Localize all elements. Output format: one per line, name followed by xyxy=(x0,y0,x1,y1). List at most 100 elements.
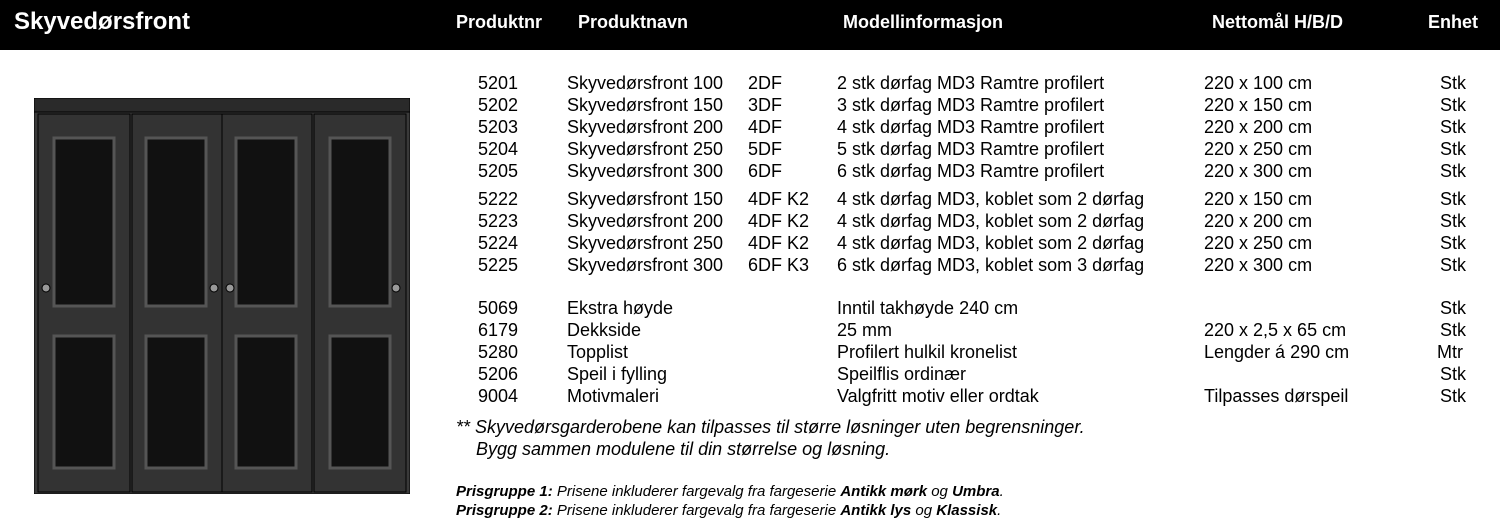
price-group-end: . xyxy=(999,483,1004,500)
product-number: 5205 xyxy=(478,161,519,181)
product-model: 4 stk dørfag MD3, koblet som 2 dørfag xyxy=(837,233,1145,253)
product-size: 220 x 100 cm xyxy=(1204,73,1313,93)
product-model: 4 stk dørfag MD3, koblet som 2 dørfag xyxy=(837,211,1145,231)
product-variant: 6DF K3 xyxy=(748,255,810,275)
price-group-text: Prisene inkluderer fargevalg fra fargese… xyxy=(552,502,841,519)
door-leaf xyxy=(221,113,313,493)
product-number: 5069 xyxy=(478,298,519,318)
color-series-name: Antikk mørk xyxy=(840,483,928,500)
product-unit: Stk xyxy=(1440,320,1467,340)
product-size: 220 x 250 cm xyxy=(1204,233,1313,253)
product-unit: Stk xyxy=(1440,73,1467,93)
product-name: Skyvedørsfront 300 xyxy=(567,161,724,181)
product-name: Skyvedørsfront 300 xyxy=(567,255,724,275)
product-unit: Stk xyxy=(1440,189,1467,209)
product-model: Profilert hulkil kronelist xyxy=(837,342,1018,362)
handle-icon xyxy=(391,283,401,293)
product-number: 5201 xyxy=(478,73,519,93)
price-group-text: Prisene inkluderer fargevalg fra fargese… xyxy=(552,483,841,500)
product-variant: 4DF K2 xyxy=(748,189,810,209)
product-number: 5222 xyxy=(478,189,519,209)
product-size: 220 x 200 cm xyxy=(1204,211,1313,231)
product-number: 6179 xyxy=(478,320,519,340)
product-unit: Stk xyxy=(1440,95,1467,115)
product-unit: Stk xyxy=(1440,298,1467,318)
product-name: Skyvedørsfront 250 xyxy=(567,139,724,159)
product-size: Tilpasses dørspeil xyxy=(1204,386,1349,406)
product-size: 220 x 150 cm xyxy=(1204,189,1313,209)
product-model: 4 stk dørfag MD3, koblet som 2 dørfag xyxy=(837,189,1145,209)
product-number: 5280 xyxy=(478,342,519,362)
product-name: Skyvedørsfront 150 xyxy=(567,189,724,209)
color-series-name: Antikk lys xyxy=(840,502,912,519)
price-group-joiner: og xyxy=(927,483,953,500)
column-header-nettomal: Nettomål H/B/D xyxy=(1212,12,1344,32)
column-header-modellinformasjon: Modellinformasjon xyxy=(843,12,1004,32)
handle-icon xyxy=(209,283,219,293)
product-model: 2 stk dørfag MD3 Ramtre profilert xyxy=(837,73,1105,93)
price-group-end: . xyxy=(997,502,1002,519)
product-number: 5203 xyxy=(478,117,519,137)
product-name: Skyvedørsfront 200 xyxy=(567,117,724,137)
product-name: Motivmaleri xyxy=(567,386,660,406)
handle-icon xyxy=(41,283,51,293)
product-name: Skyvedørsfront 150 xyxy=(567,95,724,115)
door-leaf xyxy=(131,113,223,493)
product-model: 6 stk dørfag MD3 Ramtre profilert xyxy=(837,161,1105,181)
color-series-name: Klassisk xyxy=(936,502,998,519)
price-group-1: Prisgruppe 1: Prisene inkluderer fargeva… xyxy=(456,483,1004,500)
product-name: Topplist xyxy=(567,342,629,362)
door-leaf xyxy=(37,113,131,493)
product-unit: Stk xyxy=(1440,161,1467,181)
sliding-door-illustration xyxy=(34,98,410,494)
product-unit: Stk xyxy=(1440,139,1467,159)
product-number: 5224 xyxy=(478,233,519,253)
product-unit: Stk xyxy=(1440,117,1467,137)
header-bar: Skyvedørsfront Produktnr Produktnavn Mod… xyxy=(0,0,1500,50)
product-number: 5223 xyxy=(478,211,519,231)
product-unit: Stk xyxy=(1440,364,1467,384)
product-size: 220 x 200 cm xyxy=(1204,117,1313,137)
product-variant: 6DF xyxy=(748,161,783,181)
handle-icon xyxy=(225,283,235,293)
product-variant: 4DF xyxy=(748,117,783,137)
product-model: 6 stk dørfag MD3, koblet som 3 dørfag xyxy=(837,255,1145,275)
product-name: Speil i fylling xyxy=(567,364,668,384)
door-leaf xyxy=(313,113,407,493)
price-group-label: Prisgruppe 2: xyxy=(456,502,553,519)
product-unit: Mtr xyxy=(1437,342,1463,362)
product-unit: Stk xyxy=(1440,255,1467,275)
product-number: 5202 xyxy=(478,95,519,115)
product-variant: 3DF xyxy=(748,95,783,115)
product-name: Skyvedørsfront 200 xyxy=(567,211,724,231)
column-header-enhet: Enhet xyxy=(1428,12,1479,32)
product-size: 220 x 150 cm xyxy=(1204,95,1313,115)
product-unit: Stk xyxy=(1440,233,1467,253)
product-model: 4 stk dørfag MD3 Ramtre profilert xyxy=(837,117,1105,137)
product-unit: Stk xyxy=(1440,211,1467,231)
price-group-2: Prisgruppe 2: Prisene inkluderer fargeva… xyxy=(456,502,1001,519)
product-size: 220 x 300 cm xyxy=(1204,161,1313,181)
product-size: Lengder á 290 cm xyxy=(1204,342,1350,362)
product-size: 220 x 300 cm xyxy=(1204,255,1313,275)
product-number: 5206 xyxy=(478,364,519,384)
footnote-line: Bygg sammen modulene til din størrelse o… xyxy=(476,439,891,459)
product-variant: 4DF K2 xyxy=(748,233,810,253)
product-model: 25 mm xyxy=(837,320,893,340)
product-name: Skyvedørsfront 100 xyxy=(567,73,724,93)
product-model: 5 stk dørfag MD3 Ramtre profilert xyxy=(837,139,1105,159)
page-title: Skyvedørsfront xyxy=(14,8,191,35)
product-model: Valgfritt motiv eller ordtak xyxy=(837,386,1039,406)
product-variant: 2DF xyxy=(748,73,783,93)
price-group-label: Prisgruppe 1: xyxy=(456,483,553,500)
color-series-name: Umbra xyxy=(952,483,1000,500)
product-number: 5225 xyxy=(478,255,519,275)
column-header-produktnavn: Produktnavn xyxy=(578,12,689,32)
product-name: Dekkside xyxy=(567,320,642,340)
product-number: 5204 xyxy=(478,139,519,159)
price-group-joiner: og xyxy=(911,502,937,519)
product-variant: 5DF xyxy=(748,139,783,159)
product-name: Ekstra høyde xyxy=(567,298,674,318)
product-name: Skyvedørsfront 250 xyxy=(567,233,724,253)
product-number: 9004 xyxy=(478,386,519,406)
